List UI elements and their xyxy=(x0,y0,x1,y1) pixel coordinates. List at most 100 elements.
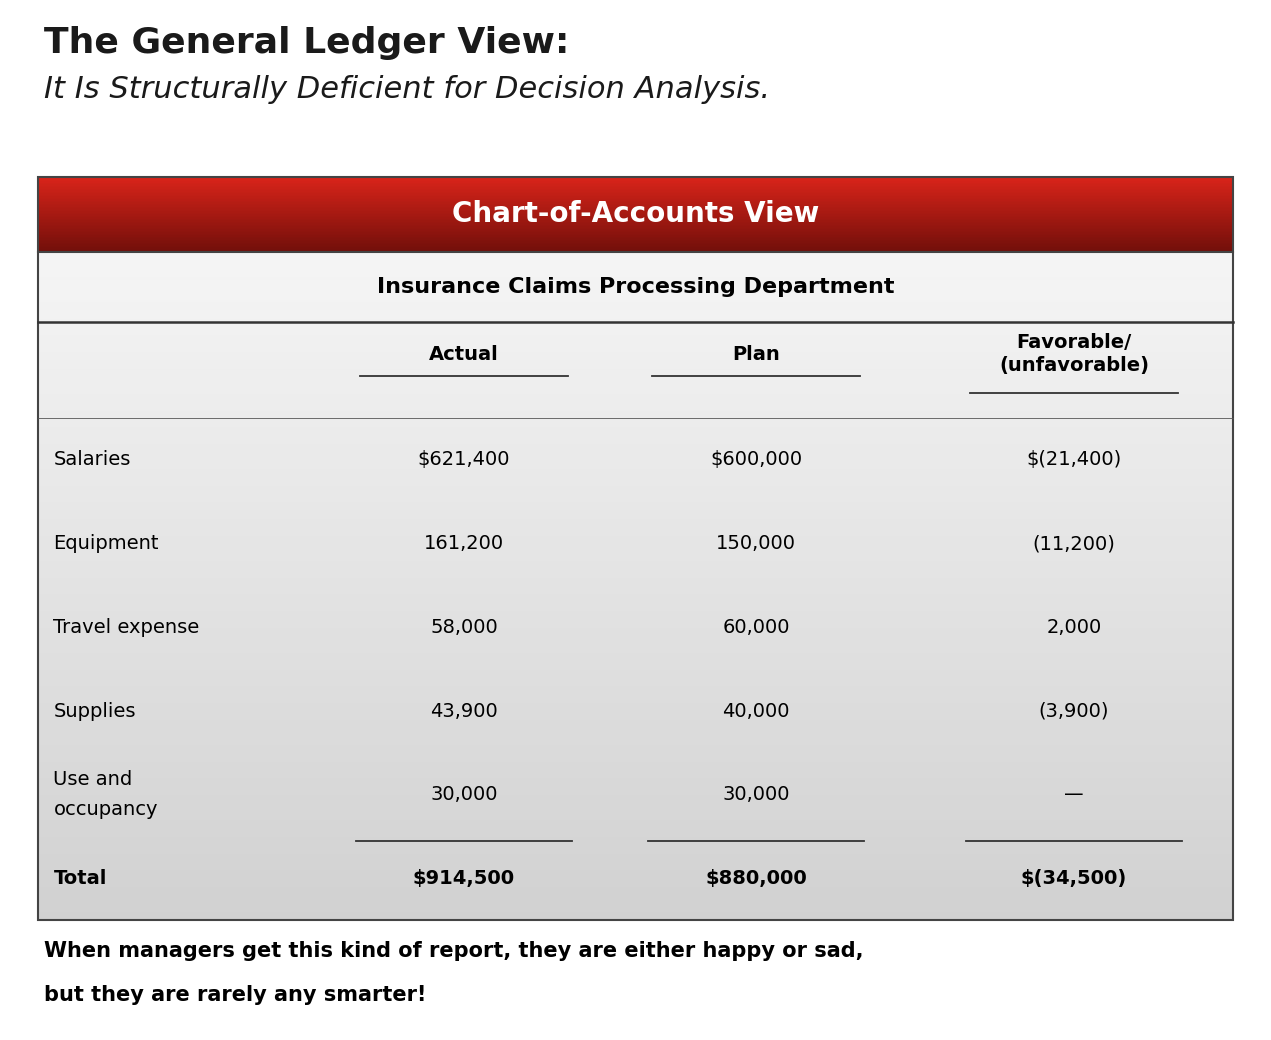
Bar xyxy=(38,246,1233,249)
Text: It Is Structurally Deficient for Decision Analysis.: It Is Structurally Deficient for Decisio… xyxy=(44,75,770,104)
Bar xyxy=(38,342,1233,352)
Bar xyxy=(38,239,1233,241)
Text: 43,900: 43,900 xyxy=(430,702,498,721)
Bar xyxy=(38,184,1233,186)
Bar xyxy=(38,211,1233,213)
Bar xyxy=(38,719,1233,728)
Text: Total: Total xyxy=(53,869,107,888)
Bar xyxy=(38,359,1233,369)
Bar xyxy=(38,334,1233,343)
Bar xyxy=(38,694,1233,703)
Bar xyxy=(38,216,1233,218)
Bar xyxy=(38,485,1233,494)
Bar xyxy=(38,227,1233,229)
Text: 2,000: 2,000 xyxy=(1046,618,1102,636)
Bar xyxy=(38,769,1233,778)
Bar xyxy=(38,252,1233,920)
Bar xyxy=(38,576,1233,587)
Bar xyxy=(38,191,1233,193)
Bar xyxy=(38,526,1233,536)
Bar xyxy=(38,250,1233,252)
Bar xyxy=(38,886,1233,895)
Text: Plan: Plan xyxy=(732,345,780,364)
Bar xyxy=(38,460,1233,469)
Bar xyxy=(38,652,1233,661)
Bar xyxy=(38,727,1233,736)
Text: Insurance Claims Processing Department: Insurance Claims Processing Department xyxy=(376,277,895,297)
Bar xyxy=(38,853,1233,862)
Bar xyxy=(38,226,1233,228)
Bar xyxy=(38,201,1233,202)
Text: —: — xyxy=(1064,785,1084,804)
Bar xyxy=(38,245,1233,248)
Text: $600,000: $600,000 xyxy=(710,450,802,469)
Bar xyxy=(38,238,1233,239)
Bar xyxy=(38,518,1233,527)
Bar xyxy=(38,223,1233,225)
Bar xyxy=(38,602,1233,612)
Bar xyxy=(38,198,1233,200)
Bar xyxy=(38,219,1233,222)
Bar xyxy=(38,894,1233,904)
Bar xyxy=(38,777,1233,786)
Bar xyxy=(38,251,1233,260)
Text: 30,000: 30,000 xyxy=(430,785,498,804)
Text: $914,500: $914,500 xyxy=(413,869,515,888)
Text: 58,000: 58,000 xyxy=(430,618,498,636)
Bar xyxy=(38,418,1233,427)
Text: Travel expense: Travel expense xyxy=(53,618,200,636)
Bar xyxy=(38,240,1233,242)
Bar xyxy=(38,181,1233,183)
Bar xyxy=(38,309,1233,318)
Bar xyxy=(38,820,1233,829)
Bar xyxy=(38,669,1233,678)
Bar xyxy=(38,510,1233,519)
Bar xyxy=(38,213,1233,215)
Bar xyxy=(38,350,1233,360)
Bar xyxy=(38,660,1233,670)
Bar xyxy=(38,584,1233,595)
Text: Chart-of-Accounts View: Chart-of-Accounts View xyxy=(452,201,819,228)
Bar xyxy=(38,903,1233,912)
Bar xyxy=(38,644,1233,653)
Text: 40,000: 40,000 xyxy=(722,702,791,721)
Bar xyxy=(38,560,1233,569)
Text: $(21,400): $(21,400) xyxy=(1027,450,1121,469)
Bar xyxy=(38,443,1233,452)
Bar xyxy=(38,194,1233,197)
Bar xyxy=(38,376,1233,386)
Bar xyxy=(38,236,1233,238)
Text: The General Ledger View:: The General Ledger View: xyxy=(44,26,569,60)
Bar xyxy=(38,243,1233,245)
Text: Actual: Actual xyxy=(430,345,498,364)
Bar xyxy=(38,861,1233,870)
Bar xyxy=(38,368,1233,378)
Bar xyxy=(38,179,1233,181)
Bar xyxy=(38,188,1233,190)
Text: 150,000: 150,000 xyxy=(717,535,796,553)
Bar xyxy=(38,410,1233,419)
Text: Use and: Use and xyxy=(53,771,132,789)
Text: $(34,500): $(34,500) xyxy=(1021,869,1127,888)
Text: 30,000: 30,000 xyxy=(722,785,791,804)
Bar xyxy=(38,326,1233,335)
Bar xyxy=(38,235,1233,237)
Bar xyxy=(38,752,1233,761)
Bar xyxy=(38,451,1233,461)
Bar xyxy=(38,468,1233,477)
Text: Equipment: Equipment xyxy=(53,535,159,553)
Bar xyxy=(38,222,1233,224)
Bar xyxy=(38,292,1233,302)
Bar xyxy=(38,177,1233,252)
Bar xyxy=(38,435,1233,444)
Bar xyxy=(38,208,1233,210)
Bar xyxy=(38,702,1233,711)
Bar xyxy=(38,178,1233,180)
Text: Supplies: Supplies xyxy=(53,702,136,721)
Bar xyxy=(38,249,1233,251)
Bar xyxy=(38,794,1233,803)
Bar xyxy=(38,635,1233,645)
Text: Favorable/
(unfavorable): Favorable/ (unfavorable) xyxy=(999,333,1149,375)
Bar xyxy=(38,744,1233,753)
Bar xyxy=(38,828,1233,837)
